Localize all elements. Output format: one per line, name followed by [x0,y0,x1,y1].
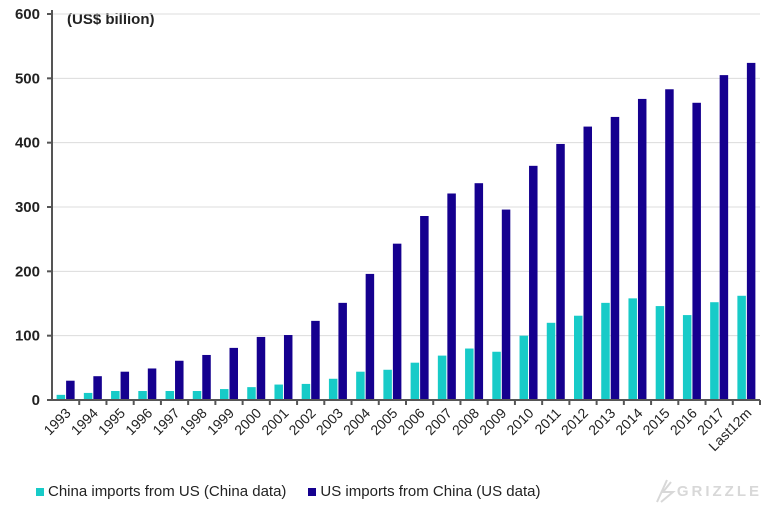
bar-china-imports [111,390,120,400]
bar-chart: (US$ billion) 01002003004005006001993199… [15,6,761,454]
y-tick-label: 600 [15,6,40,23]
bar-us-imports [447,193,456,400]
bar-china-imports [492,351,501,400]
bar-us-imports [93,376,102,400]
bar-china-imports [56,394,66,400]
x-tick-label: 2010 [503,405,536,438]
bar-us-imports [202,354,211,400]
bar-us-imports [692,102,701,400]
grizzle-logo: GRIZZLE [653,478,762,504]
x-tick-label: 2000 [231,405,264,438]
bar-china-imports [655,306,665,400]
bar-china-imports [519,335,529,400]
x-tick-label: 2011 [531,405,564,438]
bar-us-imports [283,335,293,400]
bar-china-imports [437,355,447,400]
legend-item-us-imports: US imports from China (US data) [308,483,541,500]
y-tick-label: 100 [15,328,40,345]
bar-us-imports [556,143,565,400]
x-tick-label: 2009 [476,405,509,438]
x-tick-label: 1999 [204,405,237,438]
bar-us-imports [175,360,184,400]
bar-us-imports [392,243,402,400]
x-tick-label: 1994 [68,405,101,438]
grizzle-logo-text: GRIZZLE [676,482,762,500]
legend-label: China imports from US (China data) [48,483,287,500]
bar-china-imports [220,389,229,400]
bar-china-imports [328,378,338,400]
x-tick-label: 2001 [258,405,291,438]
bar-us-imports [311,320,320,400]
bar-china-imports [465,348,474,400]
x-tick-label: 2012 [558,405,591,438]
bar-us-imports [256,336,266,400]
bar-us-imports [365,273,375,400]
x-tick-label: 1996 [122,405,155,438]
unit-label: (US$ billion) [67,11,155,28]
x-tick-label: 2016 [667,405,700,438]
x-tick-label: 2006 [394,405,427,438]
bar-us-imports [338,302,347,400]
bar-us-imports [147,368,157,400]
bar-china-imports [546,322,556,400]
bar-us-imports [229,347,238,400]
bar-china-imports [192,390,202,400]
x-tick-label: 1998 [177,405,210,438]
x-tick-label: 2005 [367,405,400,438]
bar-us-imports [120,371,130,400]
bar-china-imports [682,315,692,400]
bar-us-imports [746,62,756,400]
bar-us-imports [665,89,674,401]
bar-us-imports [610,116,620,400]
x-tick-label: 2014 [612,405,645,438]
bar-china-imports [247,387,256,400]
bar-us-imports [501,209,511,400]
bar-china-imports [601,302,610,400]
x-tick-label: 2008 [449,405,482,438]
legend-label: US imports from China (US data) [320,483,541,500]
y-tick-label: 500 [15,70,40,87]
bar-us-imports [474,183,484,400]
bar-us-imports [420,216,429,400]
bar-china-imports [628,298,637,400]
x-tick-label: 2002 [285,405,318,438]
bar-china-imports [574,315,583,400]
y-tick-label: 300 [15,199,40,216]
x-tick-label: 2004 [340,405,373,438]
legend-item-china-imports: China imports from US (China data) [36,483,286,500]
bar-us-imports [637,98,647,401]
bar-china-imports [301,383,311,400]
bar-china-imports [383,369,392,400]
bar-china-imports [737,295,746,400]
bar-china-imports [410,362,420,400]
x-tick-label: 2015 [639,405,672,438]
bar-us-imports [719,75,729,400]
x-tick-label: 2007 [422,405,455,438]
legend-swatch [308,487,317,496]
bar-china-imports [138,390,147,400]
x-tick-label: 2003 [313,405,346,438]
legend: China imports from US (China data) US im… [36,483,563,500]
bar-us-imports [583,126,592,400]
bar-us-imports [66,380,75,400]
y-tick-label: 400 [15,135,40,152]
grizzle-logo-icon [655,479,676,503]
y-tick-label: 200 [15,263,40,280]
x-tick-label: 1997 [149,405,182,438]
bar-china-imports [83,392,93,400]
x-tick-label: 1993 [40,405,73,438]
bar-china-imports [710,302,719,400]
x-tick-label: 2013 [585,405,618,438]
bar-china-imports [356,371,365,400]
bar-china-imports [274,384,283,400]
bar-china-imports [165,390,175,400]
bar-us-imports [529,165,538,400]
legend-swatch [36,487,44,496]
x-tick-label: 1995 [95,405,128,438]
y-tick-label: 0 [32,392,40,409]
